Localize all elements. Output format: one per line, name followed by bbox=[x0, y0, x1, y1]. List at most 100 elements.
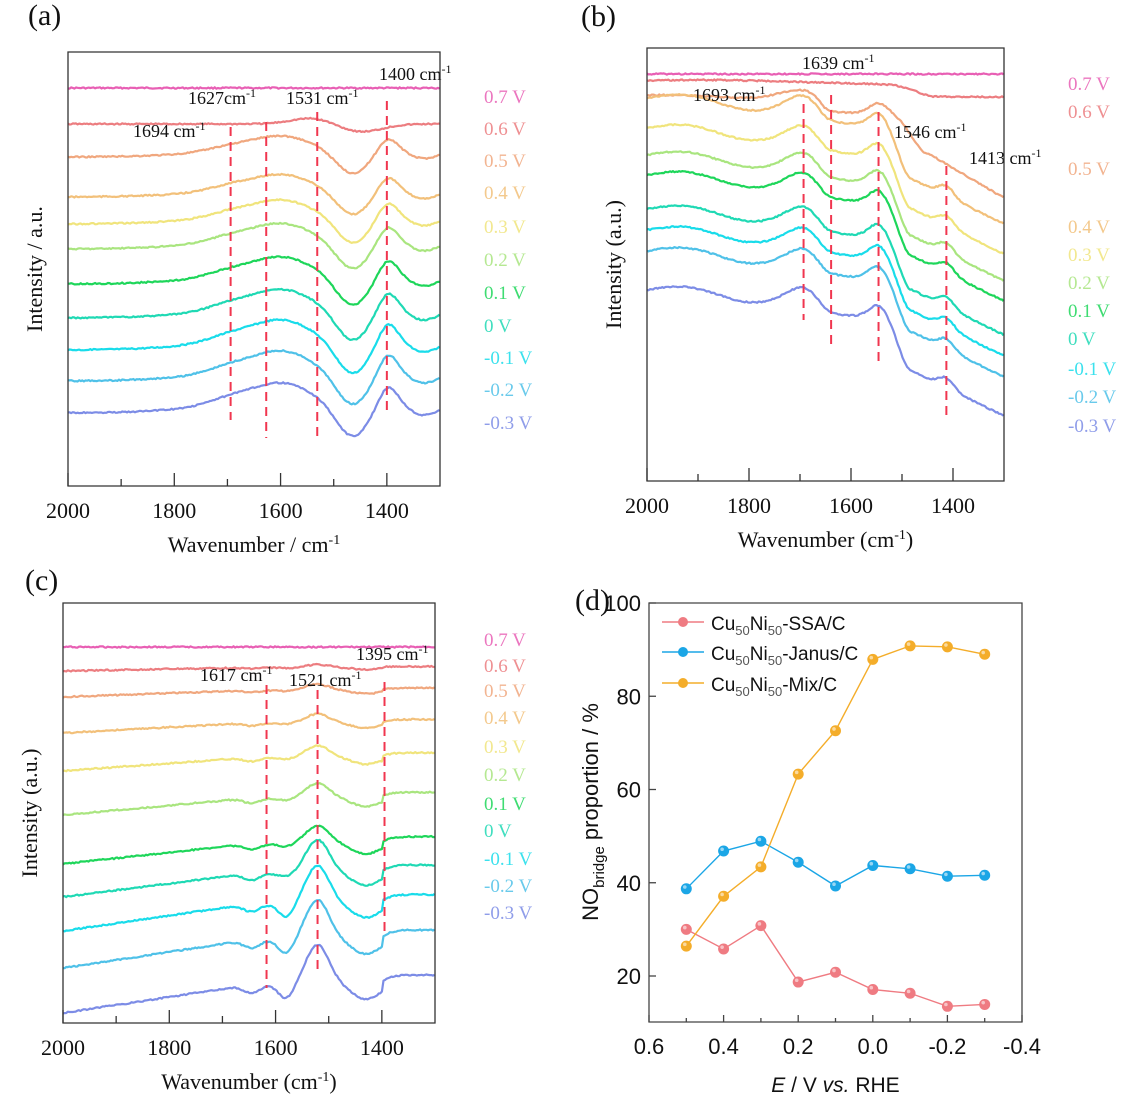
peak-annotation-text: 1694 cm bbox=[133, 121, 196, 141]
y-axis-label: Intensity / a.u. bbox=[22, 206, 47, 332]
voltage-label: 0.5 V bbox=[484, 681, 526, 702]
y-tick-label: 80 bbox=[617, 684, 641, 709]
spectrum-line bbox=[62, 824, 435, 866]
spectrum-line bbox=[62, 782, 435, 817]
legend-label-text: Ni bbox=[750, 644, 768, 665]
x-axis-label-sup: -1 bbox=[329, 533, 341, 548]
voltage-label: 0.5 V bbox=[1068, 159, 1110, 180]
data-point-highlight bbox=[757, 837, 762, 842]
data-point-highlight bbox=[906, 989, 911, 994]
spectrum-line bbox=[67, 86, 440, 90]
spectrum-line bbox=[646, 150, 1005, 282]
spectrum-line bbox=[646, 246, 1005, 378]
spectrum-line bbox=[62, 662, 435, 673]
data-point bbox=[830, 966, 841, 978]
data-point bbox=[941, 641, 953, 653]
spectrum-line bbox=[62, 899, 436, 970]
x-axis-label: E / V vs. RHE bbox=[771, 1074, 899, 1097]
voltage-label: 0.4 V bbox=[1068, 217, 1110, 238]
data-point-highlight bbox=[906, 642, 911, 646]
data-point-highlight bbox=[832, 968, 836, 973]
data-point-highlight bbox=[832, 882, 836, 887]
data-point bbox=[680, 940, 692, 952]
data-point bbox=[718, 943, 730, 955]
x-tick-label: -0.2 bbox=[928, 1034, 966, 1059]
y-axis-label-text: NO bbox=[578, 888, 603, 921]
x-tick-label: 1800 bbox=[152, 498, 196, 523]
x-axis-label-text: Wavenumber (cm bbox=[161, 1069, 317, 1094]
spectrum-line bbox=[67, 318, 441, 375]
data-point bbox=[979, 998, 991, 1010]
data-point bbox=[755, 861, 767, 873]
legend: Cu50Ni50-SSA/CCu50Ni50-Janus/CCu50Ni50-M… bbox=[662, 614, 858, 699]
voltage-label: 0.3 V bbox=[1068, 245, 1110, 266]
spectrum-line bbox=[62, 645, 435, 649]
legend-label-text: Cu bbox=[711, 675, 735, 696]
x-tick-label: 2000 bbox=[625, 493, 669, 518]
peak-annotation-sup: -1 bbox=[756, 83, 766, 97]
voltage-label: 0.4 V bbox=[484, 708, 526, 729]
data-point bbox=[792, 768, 804, 780]
legend-marker bbox=[678, 647, 688, 657]
x-tick-label: 1600 bbox=[829, 493, 873, 518]
voltage-label: -0.2 V bbox=[1068, 387, 1116, 408]
peak-annotation: 1693 cm-1 bbox=[693, 83, 766, 105]
legend-label-sub: 50 bbox=[768, 653, 782, 668]
y-tick-label: 20 bbox=[617, 964, 641, 989]
y-tick-label: 60 bbox=[617, 778, 641, 803]
panel-label: (b) bbox=[581, 0, 616, 33]
x-axis-label-e: E bbox=[771, 1074, 786, 1097]
spectrum-line bbox=[62, 943, 435, 1015]
x-tick-label: 2000 bbox=[41, 1035, 85, 1060]
voltage-label: -0.2 V bbox=[484, 380, 532, 401]
x-axis-label-end: RHE bbox=[850, 1074, 900, 1097]
voltage-label: -0.1 V bbox=[484, 348, 532, 369]
spectrum-line bbox=[647, 88, 1005, 199]
spectrum-line bbox=[62, 744, 435, 773]
data-point-highlight bbox=[757, 922, 762, 926]
legend-label-sub: 50 bbox=[735, 653, 749, 668]
data-point-highlight bbox=[869, 985, 874, 990]
voltage-label: -0.3 V bbox=[484, 413, 532, 434]
spectrum-line bbox=[646, 72, 1005, 76]
x-axis-label-sup: -1 bbox=[894, 528, 906, 543]
x-axis-label: Wavenumber (cm-1) bbox=[738, 527, 913, 552]
x-tick-label: 0.4 bbox=[708, 1034, 739, 1059]
peak-annotation-text: 1639 cm bbox=[802, 53, 865, 73]
peak-annotation-text: 1531 cm bbox=[286, 88, 349, 108]
data-point bbox=[979, 648, 991, 660]
voltage-label: -0.3 V bbox=[484, 903, 532, 924]
peak-annotation: 1546 cm-1 bbox=[894, 120, 967, 142]
peak-annotation-text: 1546 cm bbox=[894, 122, 957, 142]
voltage-label: 0.1 V bbox=[484, 794, 526, 815]
peak-annotation-sup: -1 bbox=[442, 62, 452, 76]
x-tick-label: 0.6 bbox=[634, 1034, 665, 1059]
legend-label-sub: 50 bbox=[768, 684, 782, 699]
x-axis-label: Wavenumber / cm-1 bbox=[168, 532, 340, 557]
legend-label-text: -Janus/C bbox=[782, 644, 858, 665]
spectrum-line bbox=[67, 287, 441, 341]
peak-annotation: 1639 cm-1 bbox=[802, 51, 875, 73]
data-point-highlight bbox=[944, 643, 948, 647]
data-point bbox=[867, 859, 879, 871]
data-point bbox=[904, 640, 916, 652]
y-axis-label: Intensity (a.u.) bbox=[17, 749, 42, 878]
data-point bbox=[867, 984, 879, 996]
voltage-label: 0.3 V bbox=[484, 737, 526, 758]
spectrum-line bbox=[67, 116, 440, 134]
y-axis-label: Intensity (a.u.) bbox=[601, 200, 626, 329]
peak-annotation: 1521 cm-1 bbox=[289, 668, 362, 690]
x-axis-label-mid: / V bbox=[785, 1074, 822, 1097]
x-axis-label-suffix: ) bbox=[329, 1069, 336, 1094]
legend-marker bbox=[678, 678, 688, 688]
x-tick-label: 1800 bbox=[147, 1035, 191, 1060]
y-axis-label: NObridge proportion / % bbox=[578, 703, 608, 921]
voltage-label: 0 V bbox=[484, 316, 512, 337]
peak-annotation-sup: -1 bbox=[246, 86, 256, 100]
spectrum-line bbox=[62, 712, 435, 735]
spectrum-line bbox=[62, 864, 436, 933]
data-point-highlight bbox=[683, 925, 687, 930]
data-point bbox=[718, 890, 730, 902]
spectrum-line bbox=[646, 285, 1005, 417]
